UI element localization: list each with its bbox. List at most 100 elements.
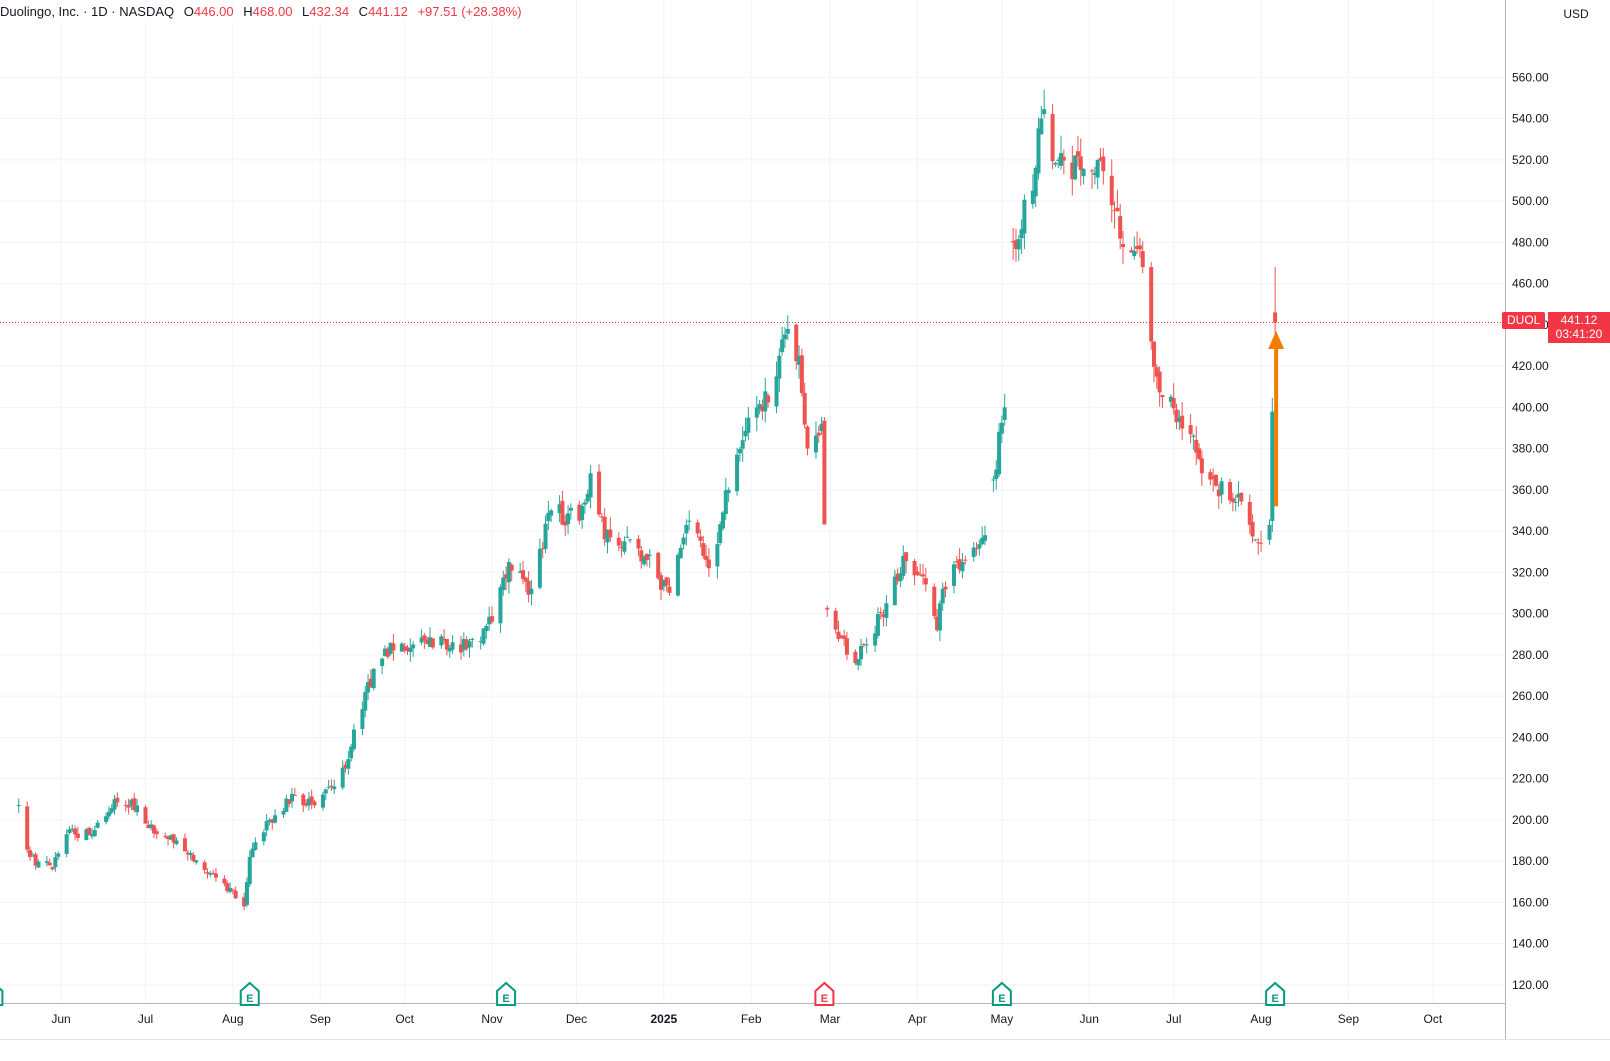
candle-body	[892, 576, 897, 606]
candle-body	[149, 824, 154, 829]
high-label: H	[243, 4, 253, 19]
candle-body	[267, 819, 272, 822]
time-tick-label: Jul	[138, 1012, 153, 1026]
candle-body	[464, 639, 469, 649]
candle-body	[720, 512, 725, 529]
price-axis[interactable]: 120.00 140.00 160.00 180.00 200.00 220.00 240.…	[1505, 0, 1550, 1040]
candle-body	[67, 829, 72, 834]
price-tick-label: 140.00	[1512, 937, 1549, 951]
candle-body	[490, 616, 495, 622]
annotation-arrow-head	[1268, 331, 1285, 349]
candle-body	[112, 799, 117, 810]
candle-body	[222, 878, 227, 884]
candle-body	[687, 520, 692, 522]
candle-body	[126, 805, 131, 808]
candle-body	[292, 794, 297, 796]
candle-body	[529, 588, 534, 595]
candle-body	[171, 834, 176, 843]
candle-body	[1137, 245, 1142, 250]
candle-body	[461, 639, 466, 651]
candle-body	[1208, 472, 1213, 480]
candle-body	[146, 824, 151, 829]
symbol-price-tag: DUOL	[1502, 312, 1546, 329]
candle-body	[1019, 229, 1024, 239]
earnings-marker-letter: E	[998, 993, 1005, 1005]
candle-body	[487, 616, 492, 625]
candle-body	[1132, 250, 1137, 257]
time-tick-label: Dec	[566, 1012, 587, 1026]
candle-body	[740, 440, 745, 449]
candle-body	[1081, 168, 1086, 177]
candle-body	[763, 391, 768, 412]
candle-body	[1042, 109, 1047, 115]
price-tick-label: 380.00	[1512, 442, 1549, 456]
candle-body	[546, 512, 551, 522]
candle-body	[560, 500, 565, 525]
candle-body	[70, 828, 75, 830]
candle-body	[73, 828, 78, 835]
earnings-marker-shape	[991, 981, 1012, 1006]
currency-button[interactable]: USD	[1563, 7, 1589, 21]
candle-body	[281, 810, 286, 815]
candle-body	[695, 522, 700, 534]
candle-body	[822, 420, 827, 525]
high-value: 468.00	[252, 4, 293, 19]
time-axis[interactable]: Jun Jul Aug Sep Oct Nov Dec 2025 Feb Mar Apr May Jun…	[0, 1003, 1610, 1040]
candle-body	[943, 586, 948, 590]
price-tick-label: 500.00	[1512, 194, 1549, 208]
earnings-e-icon: E	[239, 981, 260, 1006]
time-tick-label: Apr	[908, 1012, 927, 1026]
candle-body	[1030, 190, 1035, 204]
candle-body	[951, 564, 956, 586]
candle-body	[346, 759, 351, 769]
candle-body	[320, 794, 325, 808]
candle-body	[1194, 439, 1199, 453]
candle-body	[602, 516, 607, 540]
candle-body	[174, 840, 179, 845]
candle-body	[363, 691, 368, 711]
bar-countdown: 03:41:20	[1555, 327, 1603, 341]
candle-body	[1118, 216, 1123, 239]
candle-body	[706, 559, 711, 569]
candle-body	[273, 815, 278, 823]
candle-body	[619, 546, 624, 549]
candle-body	[132, 798, 137, 811]
candle-body	[1211, 476, 1216, 479]
candle-body	[1011, 241, 1016, 243]
candle-body	[1191, 435, 1196, 437]
candle-body	[616, 537, 621, 546]
candle-body	[701, 543, 706, 556]
candle-body	[230, 889, 235, 891]
candle-body	[991, 479, 996, 481]
candle-body	[289, 793, 294, 802]
candle-body	[509, 564, 514, 571]
candle-body	[1270, 411, 1275, 522]
price-tick-label: 260.00	[1512, 689, 1549, 703]
candle-body	[932, 586, 937, 616]
candle-body	[304, 803, 309, 806]
candle-body	[540, 548, 545, 550]
candle-body	[825, 607, 830, 610]
candle-body	[597, 471, 602, 515]
candle-body	[168, 835, 173, 840]
price-tick-label: 540.00	[1512, 112, 1549, 126]
candle-body	[399, 643, 404, 652]
candle-body	[1022, 199, 1027, 234]
candle-body	[563, 520, 568, 526]
candle-body	[16, 804, 21, 806]
candle-body	[56, 853, 61, 857]
candle-body	[1078, 156, 1083, 171]
close-label: C	[358, 4, 369, 19]
candle-body	[135, 805, 140, 813]
candle-body	[242, 897, 247, 907]
candle-body	[580, 506, 585, 520]
candle-body	[1213, 474, 1218, 486]
candle-body	[166, 836, 171, 839]
time-tick-label: Jun	[51, 1012, 70, 1026]
candle-body	[89, 834, 94, 837]
price-tick-label: 560.00	[1512, 70, 1549, 84]
candle-body	[802, 392, 807, 425]
candle-body	[1129, 250, 1134, 253]
